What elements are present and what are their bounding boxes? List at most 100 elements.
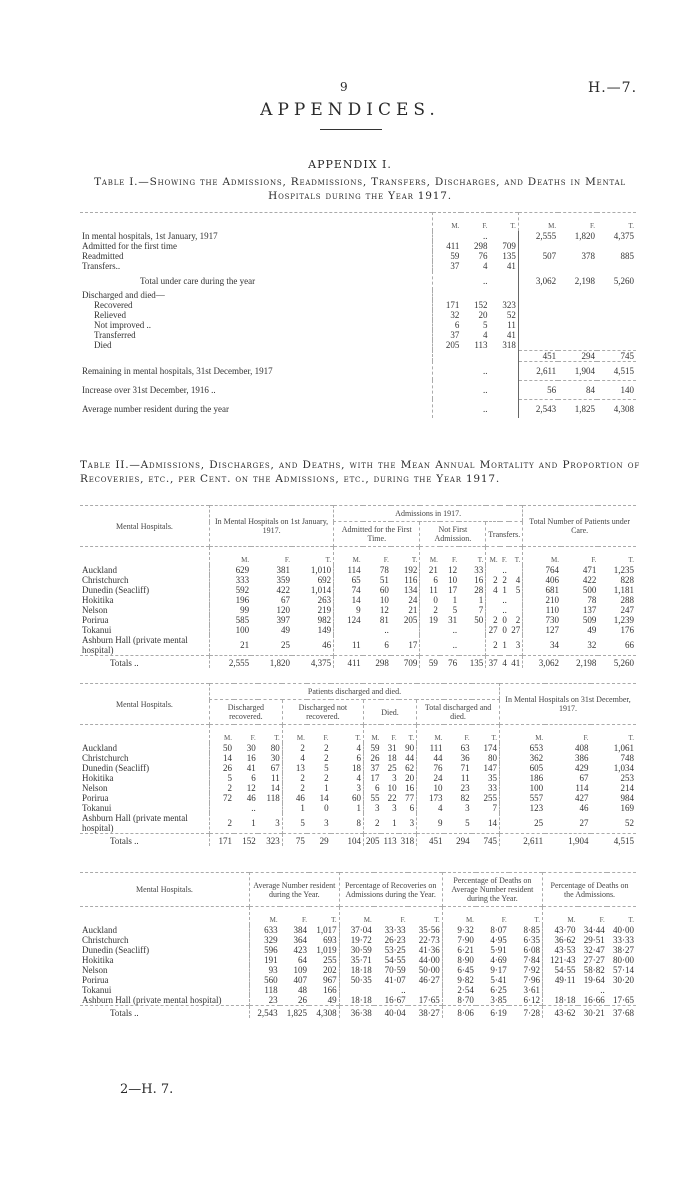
- hospital-name: Porirua: [82, 975, 109, 985]
- col-head-not-first: Not First Admission.: [419, 521, 486, 547]
- total-cell: [517, 330, 559, 340]
- value-cell: [432, 290, 462, 300]
- value-cell: 4·69: [490, 955, 507, 965]
- total-cell: 507: [517, 251, 559, 261]
- value-cell: 80: [488, 753, 497, 763]
- value-cell: 62: [405, 763, 415, 773]
- value-cell: 46: [579, 803, 589, 813]
- value-cell: 10: [416, 783, 445, 793]
- value-cell: 55: [362, 793, 382, 803]
- page-title: APPENDICES.: [260, 100, 440, 120]
- value-cell: 53·25: [384, 945, 406, 955]
- value-cell: 14: [488, 818, 497, 828]
- value-cell: 52: [625, 818, 634, 828]
- value-cell: 16·66: [583, 995, 605, 1005]
- total-cell: 885: [620, 251, 635, 261]
- value-cell: 16: [474, 575, 484, 585]
- value-cell: 323: [257, 833, 283, 846]
- column-header: F.: [464, 734, 470, 742]
- value-cell: 1,019: [316, 945, 337, 955]
- value-cell: 585: [209, 615, 252, 625]
- table-row: Tokanui.. 1 0 1 3 3 6 4 3 7 123 46 169: [80, 803, 636, 813]
- table-row: 451 294 745: [80, 349, 636, 361]
- value-cell: 44: [405, 753, 415, 763]
- value-cell: 23: [248, 995, 280, 1006]
- value-cell: [485, 565, 500, 575]
- value-cell: 12: [246, 783, 256, 793]
- value-cell: 76: [439, 655, 460, 668]
- value-cell: 8·70: [441, 995, 476, 1006]
- value-cell: 422: [276, 585, 290, 595]
- col-head-died: Died.: [362, 699, 417, 725]
- value-cell: 1: [452, 595, 458, 605]
- table2-part-a: Mental Hospitals. In Mental Hospitals on…: [80, 505, 636, 668]
- column-header: M.: [416, 724, 445, 743]
- value-cell: 6·25: [490, 985, 507, 995]
- value-cell: 5: [465, 818, 470, 828]
- value-cell: 152: [473, 300, 488, 310]
- value-cell: 14: [208, 753, 234, 763]
- table-row: Dunedin (Seacliff) 26 41 67 13 5 18 37 25 62 76 71 1…: [80, 763, 636, 773]
- total-cell: 4,308: [597, 398, 636, 418]
- column-header: T.: [325, 556, 332, 564]
- column-header: F.: [589, 222, 596, 230]
- value-cell: 422: [582, 575, 597, 585]
- value-cell: 124: [333, 615, 363, 625]
- value-cell: [338, 985, 374, 995]
- hospital-name: Dunedin (Seacliff): [82, 945, 150, 955]
- value-cell: 3: [362, 803, 382, 813]
- value-cell: 37·68: [606, 1005, 636, 1018]
- total-cell: 4,375: [613, 231, 634, 241]
- value-cell: 171: [208, 833, 234, 846]
- value-cell: 49: [327, 995, 337, 1005]
- value-cell: 2·54: [441, 985, 476, 995]
- value-cell: 169: [620, 803, 635, 813]
- value-cell: 5·91: [490, 945, 507, 955]
- value-cell: 709: [502, 241, 516, 251]
- value-cell: 1: [324, 783, 329, 793]
- value-cell: 28: [474, 585, 484, 595]
- value-cell: 176: [620, 625, 635, 635]
- table-row: Tokanui 118 48 166.. 2·54 6·25 3·61..: [80, 985, 636, 995]
- hospital-name: Nelson: [82, 605, 108, 615]
- value-cell: 32·47: [583, 945, 605, 955]
- value-cell: 692: [317, 575, 332, 585]
- column-header: T.: [477, 556, 484, 564]
- row-label: Not improved ..: [94, 320, 151, 330]
- column-header: T.: [331, 916, 337, 924]
- value-cell: 3: [275, 818, 280, 828]
- appendix-heading: APPENDIX I.: [308, 158, 392, 171]
- column-header: T.: [411, 556, 418, 564]
- value-cell: 23: [460, 783, 470, 793]
- value-cell: [408, 985, 443, 995]
- value-cell: [461, 350, 489, 361]
- total-cell: [597, 330, 636, 340]
- value-cell: 294: [444, 833, 472, 846]
- value-cell: 49: [587, 625, 597, 635]
- value-cell: 748: [620, 753, 635, 763]
- column-header: T.: [628, 222, 634, 230]
- value-cell: ..: [482, 384, 488, 395]
- col-head-total-care: Total Number of Patients under Care.: [522, 505, 636, 547]
- table-row: Auckland 50 30 80 2 2 4 59 31 90 111 63 174 653 408 1,0…: [80, 743, 636, 753]
- value-cell: 4: [281, 753, 307, 763]
- value-cell: 596: [248, 945, 280, 955]
- row-label: Readmitted: [82, 251, 124, 261]
- value-cell: [489, 350, 518, 361]
- column-header: F.: [301, 916, 308, 924]
- table2-part-c: Mental Hospitals. Average Number residen…: [80, 872, 636, 1018]
- column-header: M.: [499, 724, 546, 743]
- column-header-row: M. F. T. M. F. T. M. F. T. M. F. T.: [80, 906, 636, 925]
- value-cell: 2: [485, 635, 500, 656]
- value-cell: 681: [522, 585, 561, 595]
- value-cell: 137: [582, 605, 597, 615]
- table-row: Recovered 171 152 323: [80, 300, 636, 310]
- total-cell: [517, 300, 559, 310]
- value-cell: 72: [208, 793, 234, 803]
- value-cell: 44: [416, 753, 445, 763]
- value-cell: 32: [587, 640, 597, 650]
- total-cell: 84: [558, 379, 598, 399]
- value-cell: 54·55: [542, 965, 578, 975]
- value-cell: 6·12: [523, 995, 541, 1005]
- value-cell: 730: [522, 615, 561, 625]
